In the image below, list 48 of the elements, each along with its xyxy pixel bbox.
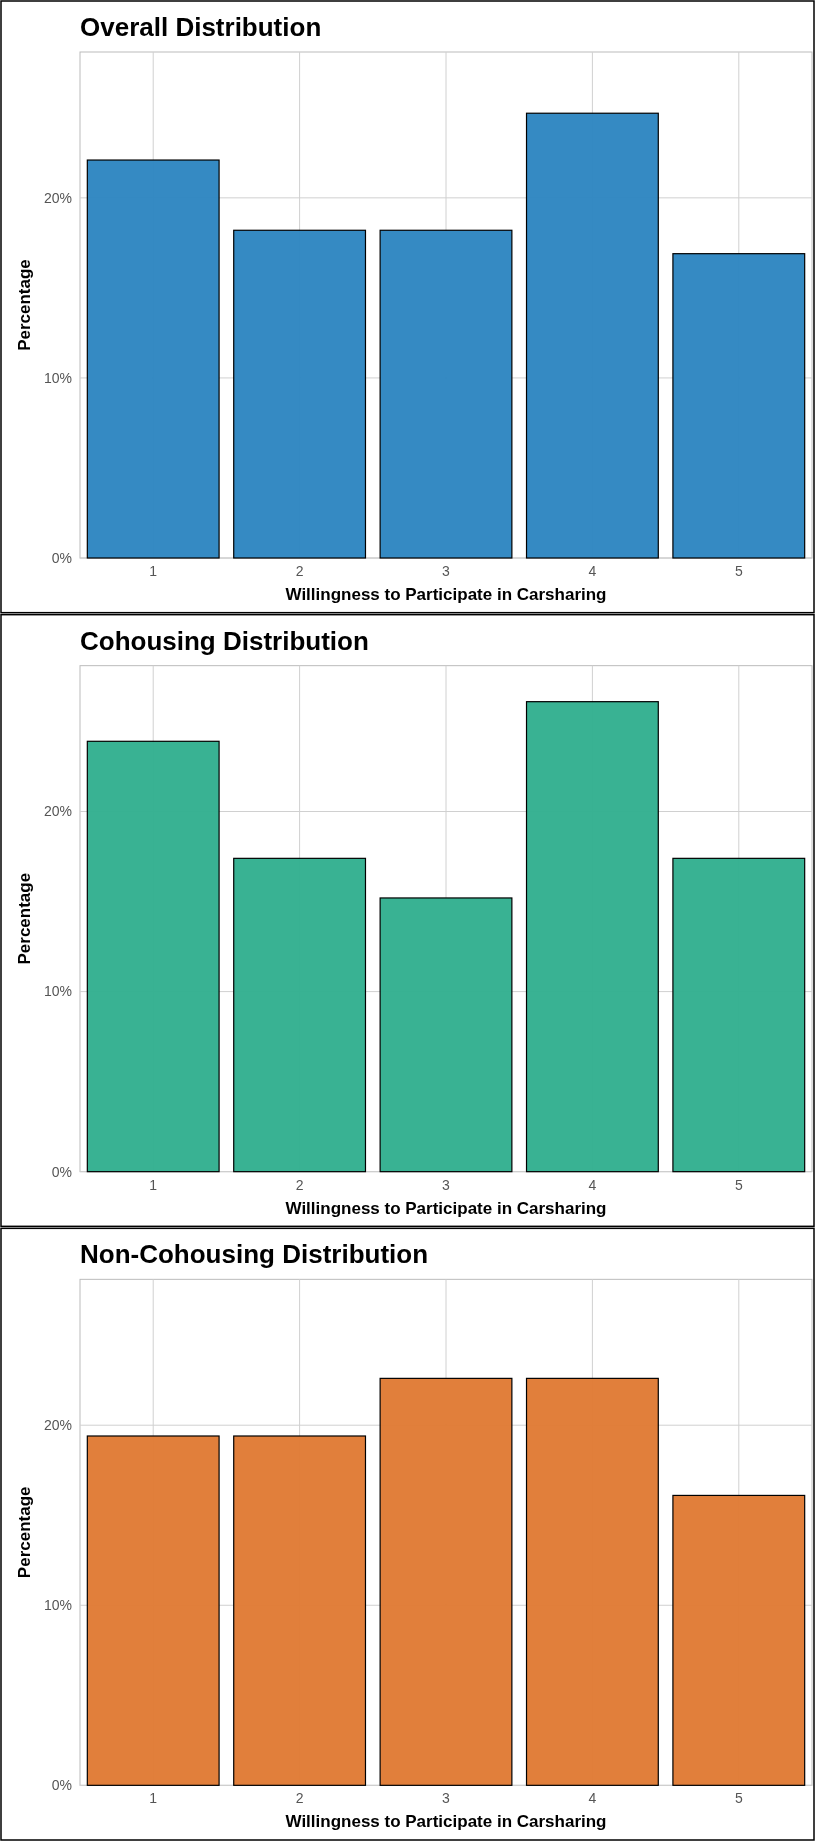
bar [525, 112, 659, 559]
bar [86, 740, 220, 1173]
x-tick-label: 3 [442, 563, 451, 579]
y-axis-title: Percentage [15, 1486, 34, 1579]
x-tick-label: 4 [588, 563, 597, 579]
x-axis-title: Willingness to Participate in Carsharing [285, 1198, 607, 1218]
y-tick-label: 20% [43, 803, 72, 820]
y-tick-label: 0% [51, 1777, 72, 1794]
y-tick-label: 10% [43, 983, 72, 1000]
x-tick-label: 3 [442, 1790, 451, 1807]
bar [233, 1435, 367, 1786]
bar [672, 1494, 806, 1786]
bar [86, 1435, 220, 1786]
bar [379, 1377, 513, 1786]
x-tick-label: 1 [149, 1176, 158, 1193]
x-tick-label: 4 [588, 1790, 597, 1807]
y-tick-label: 0% [51, 1163, 72, 1180]
bar [233, 857, 367, 1173]
x-tick-label: 5 [734, 1176, 743, 1193]
x-axis-title: Willingness to Participate in Carsharing [285, 1812, 607, 1832]
x-tick-label: 5 [734, 1790, 743, 1807]
y-axis-title: Percentage [15, 259, 34, 351]
x-tick-label: 1 [149, 563, 158, 579]
x-tick-label: 2 [295, 1790, 304, 1807]
bar [233, 229, 367, 559]
x-tick-label: 2 [295, 563, 304, 579]
y-tick-label: 0% [51, 549, 72, 566]
chart-title: Non-Cohousing Distribution [80, 1239, 429, 1270]
x-tick-label: 1 [149, 1790, 158, 1807]
x-tick-label: 2 [295, 1176, 304, 1193]
chart-title: Cohousing Distribution [80, 625, 369, 656]
bar [86, 159, 220, 559]
x-tick-label: 4 [588, 1176, 597, 1193]
bar [525, 701, 659, 1173]
y-tick-label: 10% [43, 1597, 72, 1614]
chart-title: Overall Distribution [80, 12, 322, 42]
bar [379, 897, 513, 1173]
y-axis-title: Percentage [15, 872, 34, 965]
y-tick-label: 10% [43, 369, 72, 386]
bar [672, 253, 806, 559]
x-tick-label: 3 [442, 1176, 451, 1193]
y-tick-label: 20% [43, 1417, 72, 1434]
bar [525, 1377, 659, 1786]
bar [379, 229, 513, 559]
x-axis-title: Willingness to Participate in Carsharing [285, 585, 607, 604]
x-tick-label: 5 [734, 563, 743, 579]
bar [672, 857, 806, 1173]
y-tick-label: 20% [43, 189, 72, 206]
